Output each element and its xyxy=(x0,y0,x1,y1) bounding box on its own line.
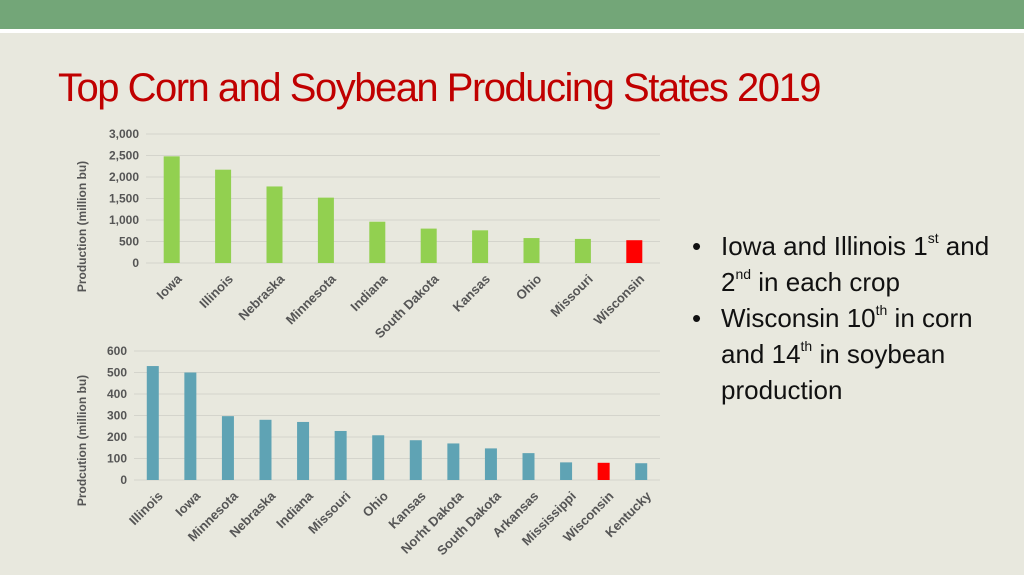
x-tick-label: Indiana xyxy=(347,271,390,314)
bar-iowa xyxy=(163,156,180,263)
bar-illinois xyxy=(215,169,232,263)
x-tick-label: Illinois xyxy=(196,271,236,311)
y-tick-label: 1,000 xyxy=(109,213,139,227)
y-axis-label: Production (million bu) xyxy=(75,161,89,292)
y-tick-label: 0 xyxy=(132,256,139,270)
x-tick-label: Wisconsin xyxy=(591,271,648,328)
bullet-list: • Iowa and Illinois 1st and 2nd in each … xyxy=(692,228,992,408)
slide-title: Top Corn and Soybean Producing States 20… xyxy=(58,66,822,110)
header-band xyxy=(0,0,1024,29)
bullet-text: Wisconsin 10th in corn and 14th in soybe… xyxy=(721,302,973,405)
bar-missouri xyxy=(574,238,591,263)
x-tick-label: Iowa xyxy=(154,271,186,303)
x-tick-label: Nebraska xyxy=(235,271,288,324)
y-tick-label: 500 xyxy=(119,235,139,249)
y-tick-label: 2,000 xyxy=(109,170,139,184)
bar-indiana xyxy=(369,221,386,263)
x-tick-label: Minnesota xyxy=(283,271,340,328)
y-tick-label: 2,500 xyxy=(109,149,139,163)
bar-kansas xyxy=(472,230,489,263)
bar-ohio xyxy=(523,238,540,263)
bar-south-dakota xyxy=(420,228,437,263)
y-tick-label: 3,000 xyxy=(109,127,139,141)
y-tick-label: 1,500 xyxy=(109,192,139,206)
x-tick-label: Missouri xyxy=(547,271,595,319)
bullet-text: Iowa and Illinois 1st and 2nd in each cr… xyxy=(721,230,990,297)
bullet-item-wisconsin: • Wisconsin 10th in corn and 14th in soy… xyxy=(692,300,992,408)
bar-minnesota xyxy=(317,197,334,263)
bullet-dot-icon: • xyxy=(692,303,702,333)
x-tick-label: Ohio xyxy=(513,271,545,303)
bullet-item-rank: • Iowa and Illinois 1st and 2nd in each … xyxy=(692,228,992,300)
x-tick-label: Kansas xyxy=(450,271,493,314)
header-divider xyxy=(0,29,1024,33)
bar-nebraska xyxy=(266,186,283,263)
bar-wisconsin xyxy=(626,240,643,263)
bullet-dot-icon: • xyxy=(692,231,702,261)
